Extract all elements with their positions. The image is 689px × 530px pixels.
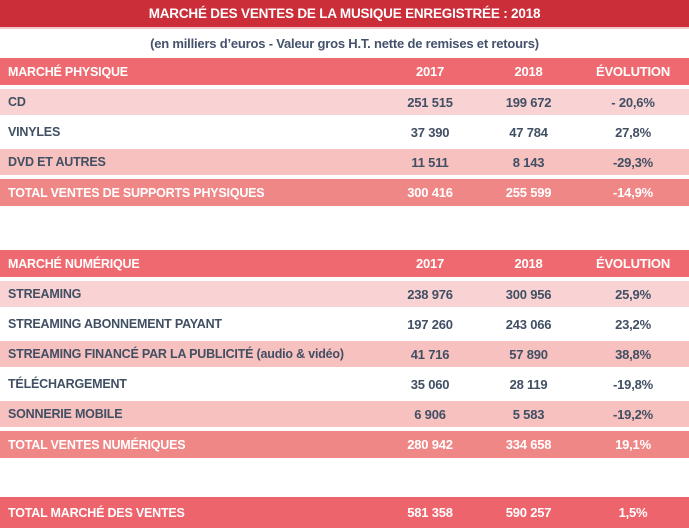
cell-evolution: - 20,6% — [611, 94, 655, 110]
digital-table-header-row: MARCHÉ NUMÉRIQUE 2017 2018 ÉVOLUTION — [0, 250, 689, 277]
cell-2018: 199 672 — [505, 94, 552, 110]
cell-2018: 300 956 — [505, 286, 552, 302]
table-title: MARCHÉ PHYSIQUE — [8, 64, 128, 79]
table-row-telechargement: TÉLÉCHARGEMENT 35 060 28 119 -19,8% — [0, 371, 689, 397]
column-header-2017: 2017 — [415, 64, 445, 79]
column-header-2018: 2018 — [514, 64, 543, 79]
row-label: STREAMING ABONNEMENT PAYANT — [8, 317, 222, 331]
cell-2017: 41 716 — [410, 346, 450, 362]
cell-2018: 255 599 — [505, 185, 552, 200]
cell-evolution: 23,2% — [615, 316, 651, 332]
table-row-sonnerie-mobile: SONNERIE MOBILE 6 906 5 583 -19,2% — [0, 401, 689, 427]
cell-2018: 243 066 — [505, 316, 552, 332]
row-label: DVD ET AUTRES — [8, 155, 106, 169]
cell-evolution: -19,2% — [613, 406, 653, 422]
cell-evolution: 38,8% — [615, 346, 651, 362]
table-row-streaming-abonnement: STREAMING ABONNEMENT PAYANT 197 260 243 … — [0, 311, 689, 337]
cell-evolution: -29,3% — [613, 154, 653, 170]
row-label: TOTAL VENTES DE SUPPORTS PHYSIQUES — [8, 185, 265, 200]
column-header-2018: 2018 — [514, 256, 543, 271]
cell-2018: 8 143 — [512, 154, 545, 170]
title-banner: MARCHÉ DES VENTES DE LA MUSIQUE ENREGIST… — [0, 0, 689, 29]
row-label: STREAMING — [8, 287, 82, 301]
digital-market-table: MARCHÉ NUMÉRIQUE 2017 2018 ÉVOLUTION STR… — [0, 250, 689, 458]
row-label: CD — [8, 95, 26, 109]
table-row-cd: CD 251 515 199 672 - 20,6% — [0, 89, 689, 115]
cell-2017: 35 060 — [410, 376, 450, 392]
cell-2017: 581 358 — [407, 505, 453, 520]
digital-total-row: TOTAL VENTES NUMÉRIQUES 280 942 334 658 … — [0, 431, 689, 458]
row-label: TOTAL MARCHÉ DES VENTES — [8, 505, 185, 520]
cell-2018: 57 890 — [509, 346, 548, 362]
physical-total-row: TOTAL VENTES DE SUPPORTS PHYSIQUES 300 4… — [0, 179, 689, 206]
cell-2018: 334 658 — [505, 437, 552, 452]
physical-table-header-row: MARCHÉ PHYSIQUE 2017 2018 ÉVOLUTION — [0, 58, 689, 85]
cell-2017: 6 906 — [414, 406, 446, 422]
cell-2018: 28 119 — [509, 376, 548, 392]
row-label: TOTAL VENTES NUMÉRIQUES — [8, 437, 186, 452]
table-row-vinyles: VINYLES 37 390 47 784 27,8% — [0, 119, 689, 145]
column-header-2017: 2017 — [415, 256, 445, 271]
cell-evolution: 25,9% — [615, 286, 651, 302]
cell-2017: 197 260 — [407, 316, 453, 332]
cell-2017: 280 942 — [407, 437, 453, 452]
cell-evolution: 1,5% — [618, 505, 648, 520]
page-title: MARCHÉ DES VENTES DE LA MUSIQUE ENREGIST… — [148, 6, 541, 21]
cell-2017: 37 390 — [410, 124, 450, 140]
grand-total-row: TOTAL MARCHÉ DES VENTES 581 358 590 257 … — [0, 497, 689, 528]
row-label: STREAMING FINANCÉ PAR LA PUBLICITÉ (audi… — [8, 347, 344, 361]
cell-evolution: -19,8% — [613, 376, 653, 392]
cell-evolution: 27,8% — [615, 124, 651, 140]
subtitle-text: (en milliers d’euros - Valeur gros H.T. … — [150, 36, 539, 51]
row-label: SONNERIE MOBILE — [8, 407, 123, 421]
cell-2017: 238 976 — [407, 286, 453, 302]
column-header-evolution: ÉVOLUTION — [595, 64, 671, 79]
cell-2018: 590 257 — [505, 505, 552, 520]
table-row-dvd-et-autres: DVD ET AUTRES 11 511 8 143 -29,3% — [0, 149, 689, 175]
cell-2017: 300 416 — [407, 185, 453, 200]
cell-2018: 5 583 — [512, 406, 545, 422]
cell-evolution: -14,9% — [613, 185, 653, 200]
row-label: TÉLÉCHARGEMENT — [8, 377, 127, 391]
subtitle: (en milliers d’euros - Valeur gros H.T. … — [0, 29, 689, 58]
table-row-streaming: STREAMING 238 976 300 956 25,9% — [0, 281, 689, 307]
table-title: MARCHÉ NUMÉRIQUE — [8, 256, 140, 271]
table-row-streaming-publicite: STREAMING FINANCÉ PAR LA PUBLICITÉ (audi… — [0, 341, 689, 367]
column-header-evolution: ÉVOLUTION — [595, 256, 671, 271]
cell-2017: 11 511 — [411, 154, 449, 170]
cell-2017: 251 515 — [407, 94, 453, 110]
row-label: VINYLES — [8, 125, 61, 139]
cell-2018: 47 784 — [509, 124, 548, 140]
physical-market-table: MARCHÉ PHYSIQUE 2017 2018 ÉVOLUTION CD 2… — [0, 58, 689, 206]
cell-evolution: 19,1% — [615, 437, 651, 452]
